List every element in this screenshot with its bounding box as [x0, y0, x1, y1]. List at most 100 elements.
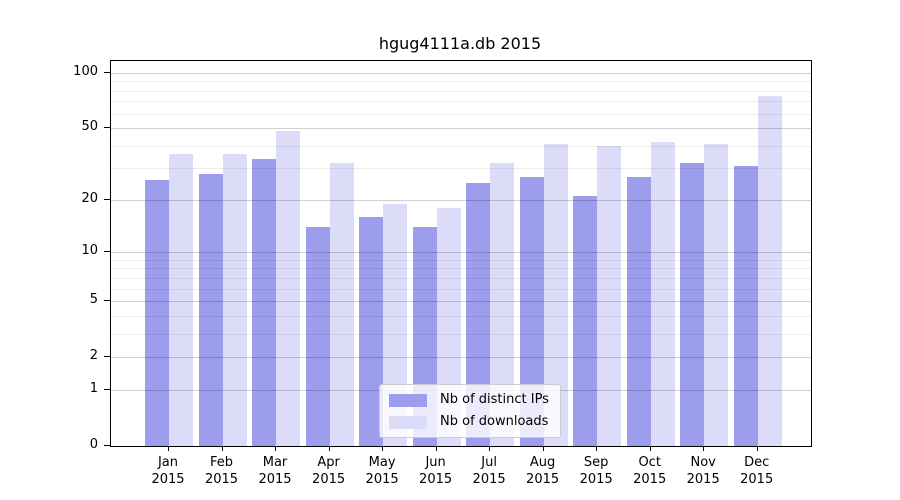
legend-swatch-distinct-ips — [389, 393, 427, 407]
minor-gridline — [111, 315, 811, 317]
minor-gridline — [111, 168, 811, 170]
year-label: 2015 — [419, 472, 453, 487]
y-axis: 0 1 2 5 10 20 50 100 — [0, 60, 110, 452]
bar-distinct-ips-apr — [305, 227, 330, 446]
y-tick-label: 100 — [73, 63, 98, 79]
legend-label: Nb of distinct IPs — [440, 392, 549, 407]
x-tick — [649, 445, 651, 451]
year-label: 2015 — [151, 472, 185, 487]
x-tick-label-jul: Jul 2015 — [457, 454, 521, 488]
minor-gridline — [111, 90, 811, 92]
plot-area: Nb of distinct IPs Nb of downloads — [110, 60, 812, 447]
y-tick-label: 20 — [81, 190, 98, 206]
bar-downloads-nov — [704, 143, 729, 446]
x-tick — [542, 445, 544, 451]
major-gridline — [111, 357, 811, 359]
legend-label: Nb of downloads — [440, 414, 549, 429]
x-tick — [168, 445, 169, 451]
month-label: Jan — [157, 455, 179, 470]
legend: Nb of distinct IPs Nb of downloads — [379, 384, 561, 438]
year-label: 2015 — [740, 472, 774, 487]
x-tick-label-sep: Sep 2015 — [564, 454, 628, 488]
minor-gridline — [111, 277, 811, 279]
minor-gridline — [111, 288, 811, 290]
x-tick-label-oct: Oct 2015 — [618, 454, 682, 488]
y-tick-label: 2 — [89, 348, 98, 364]
x-axis: Jan 2015 Feb 2015 Mar 2015 Apr 2015 May 2015 Jun 20… — [110, 445, 810, 500]
y-tick — [104, 251, 110, 253]
bar-downloads-feb — [222, 154, 247, 446]
x-tick — [221, 445, 223, 451]
bar-distinct-ips-sep — [573, 196, 598, 446]
x-tick — [435, 445, 437, 451]
bar-downloads-dec — [757, 95, 782, 446]
year-label: 2015 — [312, 472, 346, 487]
bar-distinct-ips-oct — [626, 176, 651, 446]
minor-gridline — [111, 145, 811, 147]
month-label: Nov — [690, 455, 716, 470]
month-label: Aug — [529, 455, 556, 470]
chart-title: hgug4111a.db 2015 — [378, 34, 542, 53]
minor-gridline — [111, 101, 811, 103]
bar-distinct-ips-jan — [145, 179, 169, 446]
year-label: 2015 — [204, 472, 239, 487]
x-tick — [382, 445, 384, 451]
y-tick — [104, 389, 110, 390]
y-tick — [104, 71, 110, 73]
major-gridline — [111, 252, 811, 254]
y-tick — [104, 445, 110, 446]
major-gridline — [111, 199, 811, 201]
y-tick-label: 5 — [89, 292, 98, 308]
x-tick — [596, 445, 598, 451]
month-label: May — [368, 455, 396, 470]
legend-item: Nb of distinct IPs — [389, 392, 549, 408]
x-tick — [756, 445, 758, 451]
y-tick — [104, 356, 110, 358]
year-label: 2015 — [472, 472, 506, 487]
year-label: 2015 — [686, 472, 720, 487]
month-label: Jul — [481, 455, 497, 470]
x-tick-label-dec: Dec 2015 — [725, 454, 789, 488]
minor-gridline — [111, 333, 811, 335]
major-gridline — [111, 72, 811, 74]
x-tick-label-may: May 2015 — [350, 454, 414, 488]
x-tick — [328, 445, 330, 451]
year-label: 2015 — [633, 472, 667, 487]
bar-downloads-mar — [276, 131, 301, 446]
month-label: Apr — [317, 455, 340, 470]
month-label: Jun — [425, 455, 446, 470]
year-label: 2015 — [258, 472, 292, 487]
year-label: 2015 — [579, 472, 613, 487]
month-label: Feb — [209, 455, 234, 470]
x-tick — [703, 445, 705, 451]
x-tick-label-jun: Jun 2015 — [404, 454, 468, 488]
minor-gridline — [111, 113, 811, 115]
y-tick-label: 0 — [89, 437, 98, 452]
y-tick — [104, 300, 110, 302]
major-gridline — [111, 301, 811, 303]
legend-item: Nb of downloads — [389, 414, 549, 430]
major-gridline — [111, 128, 811, 130]
legend-swatch-downloads — [389, 415, 427, 429]
month-label: Dec — [744, 455, 770, 470]
bar-distinct-ips-nov — [680, 163, 705, 446]
minor-gridline — [111, 259, 811, 261]
bar-downloads-oct — [650, 141, 675, 446]
month-label: Oct — [638, 455, 661, 470]
month-label: Mar — [262, 455, 288, 470]
bar-distinct-ips-dec — [733, 165, 758, 446]
x-tick-label-aug: Aug 2015 — [511, 454, 575, 488]
y-tick-label: 50 — [81, 119, 98, 135]
bar-downloads-jan — [169, 154, 193, 446]
y-tick-label: 1 — [89, 381, 98, 396]
x-tick — [489, 445, 491, 451]
x-tick-label-jan: Jan 2015 — [136, 454, 200, 488]
bar-distinct-ips-feb — [198, 173, 223, 446]
minor-gridline — [111, 81, 811, 83]
year-label: 2015 — [365, 472, 399, 487]
x-tick-label-mar: Mar 2015 — [243, 454, 307, 488]
bar-downloads-sep — [597, 145, 622, 446]
minor-gridline — [111, 268, 811, 270]
x-tick-label-nov: Nov 2015 — [671, 454, 735, 488]
